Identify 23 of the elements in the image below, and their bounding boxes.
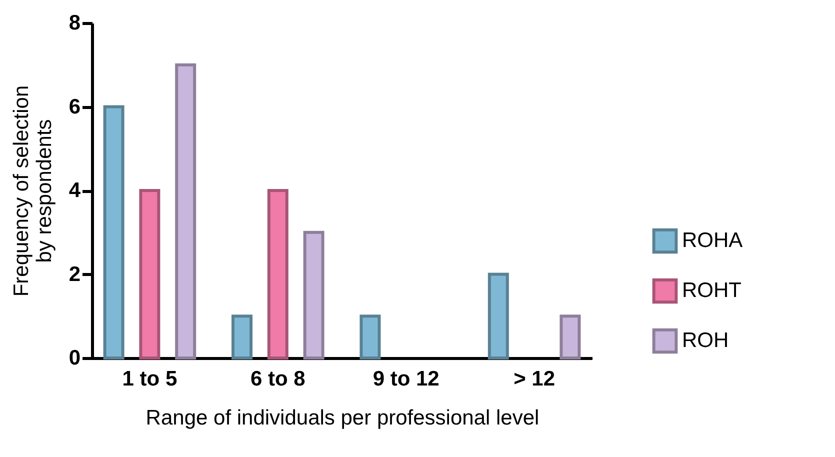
x-tick-label: 1 to 5 bbox=[122, 368, 178, 390]
bar bbox=[360, 314, 381, 360]
bar bbox=[139, 189, 160, 360]
bar bbox=[303, 230, 324, 360]
x-axis-title: Range of individuals per professional level bbox=[146, 406, 540, 430]
bar bbox=[488, 272, 509, 360]
legend-label: ROHA bbox=[682, 229, 743, 252]
y-tick-label: 8 bbox=[68, 12, 81, 34]
x-tick-label: > 12 bbox=[514, 368, 556, 390]
y-tick-label: 2 bbox=[68, 262, 80, 286]
y-axis-title: Frequency of selection by respondents bbox=[10, 85, 56, 297]
y-tick-label: 6 bbox=[68, 95, 80, 118]
bar bbox=[560, 314, 581, 360]
y-tick-label: 0 bbox=[68, 346, 80, 370]
y-tick-label: 4 bbox=[68, 179, 81, 202]
legend-label: ROH bbox=[682, 329, 729, 352]
bar bbox=[103, 105, 124, 360]
bar bbox=[267, 189, 288, 360]
legend-label: ROHT bbox=[682, 279, 742, 302]
bar bbox=[175, 63, 196, 360]
bar bbox=[232, 314, 252, 360]
x-tick-label: 6 to 8 bbox=[250, 368, 306, 390]
x-tick-label: 9 to 12 bbox=[372, 368, 440, 390]
